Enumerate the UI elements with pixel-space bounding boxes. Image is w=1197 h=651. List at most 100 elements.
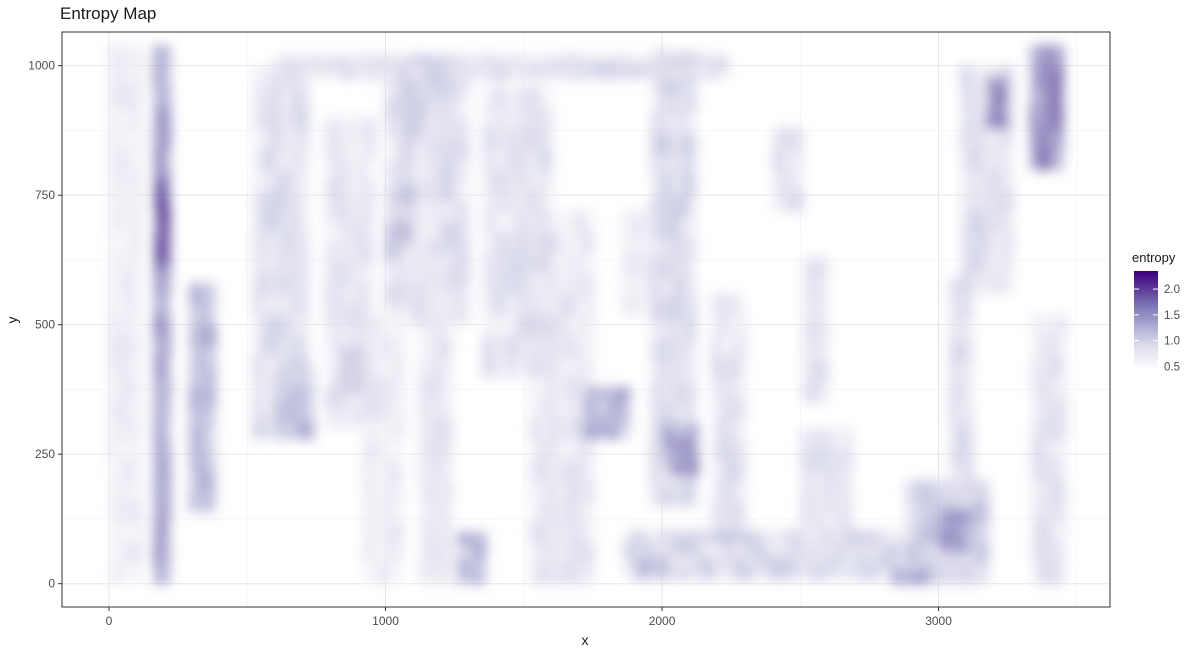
heatmap-cell	[357, 221, 368, 243]
heatmap-cell	[744, 554, 758, 568]
heatmap-cell	[606, 66, 619, 74]
heatmap-cell	[158, 200, 163, 223]
heatmap-cell	[687, 278, 697, 300]
heatmap-cell	[493, 314, 507, 337]
heatmap-cell	[960, 231, 970, 254]
heatmap-cell	[642, 557, 652, 564]
heatmap-cell	[634, 542, 647, 556]
heatmap-cell	[538, 542, 549, 564]
heatmap-cell	[440, 66, 453, 74]
heatmap-cell	[285, 72, 299, 80]
heatmap-cell	[418, 480, 426, 502]
heatmap-cell	[952, 319, 958, 342]
heatmap-cells	[109, 44, 1067, 585]
heatmap-cell	[949, 464, 954, 487]
heatmap-cell	[680, 195, 689, 217]
heatmap-cell	[556, 417, 568, 440]
heatmap-cell	[919, 542, 935, 564]
heatmap-cell	[687, 112, 697, 135]
heatmap-cell	[711, 335, 719, 357]
heatmap-cell	[349, 262, 359, 285]
heatmap-cell	[584, 480, 595, 502]
heatmap-cell	[211, 303, 217, 326]
heatmap-cell	[424, 521, 431, 544]
heatmap-cell	[844, 469, 853, 492]
heatmap-cell	[131, 44, 138, 67]
heatmap-cell	[811, 530, 824, 544]
heatmap-cell	[623, 566, 636, 580]
heatmap-cell	[136, 86, 144, 109]
heatmap-cell	[211, 407, 217, 430]
heatmap-cell	[505, 107, 518, 129]
heatmap-cell	[1004, 127, 1014, 150]
heatmap-cell	[385, 66, 398, 74]
heatmap-cell	[349, 138, 359, 160]
heatmap-cell	[566, 335, 577, 357]
heatmap-cell	[399, 76, 415, 98]
heatmap-cell	[575, 272, 586, 295]
heatmap-cell	[1032, 542, 1040, 564]
heatmap-cell	[196, 283, 202, 305]
heatmap-cell	[200, 407, 205, 430]
heatmap-cell	[1046, 107, 1053, 129]
heatmap-cell	[949, 340, 954, 362]
heatmap-cell	[667, 566, 680, 580]
heatmap-cell	[538, 480, 549, 502]
heatmap-cell	[440, 158, 456, 181]
heatmap-cell	[156, 562, 160, 585]
heatmap-cell	[566, 521, 577, 544]
heatmap-cell	[120, 521, 127, 544]
heatmap-cell	[131, 335, 138, 357]
heatmap-cell	[167, 252, 171, 274]
heatmap-cell	[962, 464, 967, 487]
heatmap-cell	[807, 340, 813, 362]
heatmap-cell	[595, 399, 608, 414]
heatmap-cell	[376, 562, 384, 585]
heatmap-cell	[156, 355, 160, 378]
heatmap-cell	[153, 148, 158, 171]
heatmap-cell	[595, 60, 608, 68]
heatmap-cell	[156, 417, 160, 440]
heatmap-cell	[665, 236, 675, 259]
heatmap-cell	[680, 340, 689, 362]
heatmap-cell	[125, 459, 133, 482]
heatmap-cell	[529, 231, 540, 254]
heatmap-cell	[161, 417, 166, 440]
heatmap-cell	[357, 179, 368, 202]
heatmap-cell	[366, 241, 376, 264]
heatmap-cell	[136, 314, 144, 337]
heatmap-cell	[965, 298, 970, 321]
heatmap-cell	[192, 283, 198, 305]
heatmap-cell	[136, 500, 144, 523]
heatmap-cell	[418, 459, 426, 482]
heatmap-cell	[968, 127, 977, 150]
heatmap-cell	[136, 107, 144, 129]
heatmap-cell	[888, 530, 901, 544]
heatmap-cell	[620, 231, 627, 254]
heatmap-cell	[298, 107, 310, 129]
heatmap-cell	[418, 376, 426, 399]
heatmap-cell	[566, 397, 577, 419]
heatmap-cell	[158, 480, 163, 502]
heatmap-cell	[797, 189, 805, 212]
heatmap-cell	[822, 511, 831, 533]
heatmap-cell	[153, 562, 158, 585]
heatmap-cell	[363, 66, 376, 74]
heatmap-cell	[376, 417, 384, 440]
heatmap-cell	[722, 542, 735, 556]
heatmap-cell	[189, 303, 194, 326]
heatmap-cell	[211, 428, 217, 451]
heatmap-cell	[120, 335, 127, 357]
heatmap-cell	[294, 402, 305, 422]
heatmap-cell	[645, 530, 658, 544]
heatmap-cell	[1051, 86, 1059, 109]
heatmap-cell	[125, 293, 133, 316]
heatmap-cell	[959, 402, 964, 425]
heatmap-cell	[625, 272, 631, 295]
heatmap-cell	[855, 542, 868, 556]
heatmap-cell	[665, 133, 675, 155]
heatmap-cell	[203, 345, 209, 368]
heatmap-cell	[1038, 397, 1045, 419]
heatmap-cell	[274, 402, 286, 422]
heatmap-cell	[131, 417, 138, 440]
